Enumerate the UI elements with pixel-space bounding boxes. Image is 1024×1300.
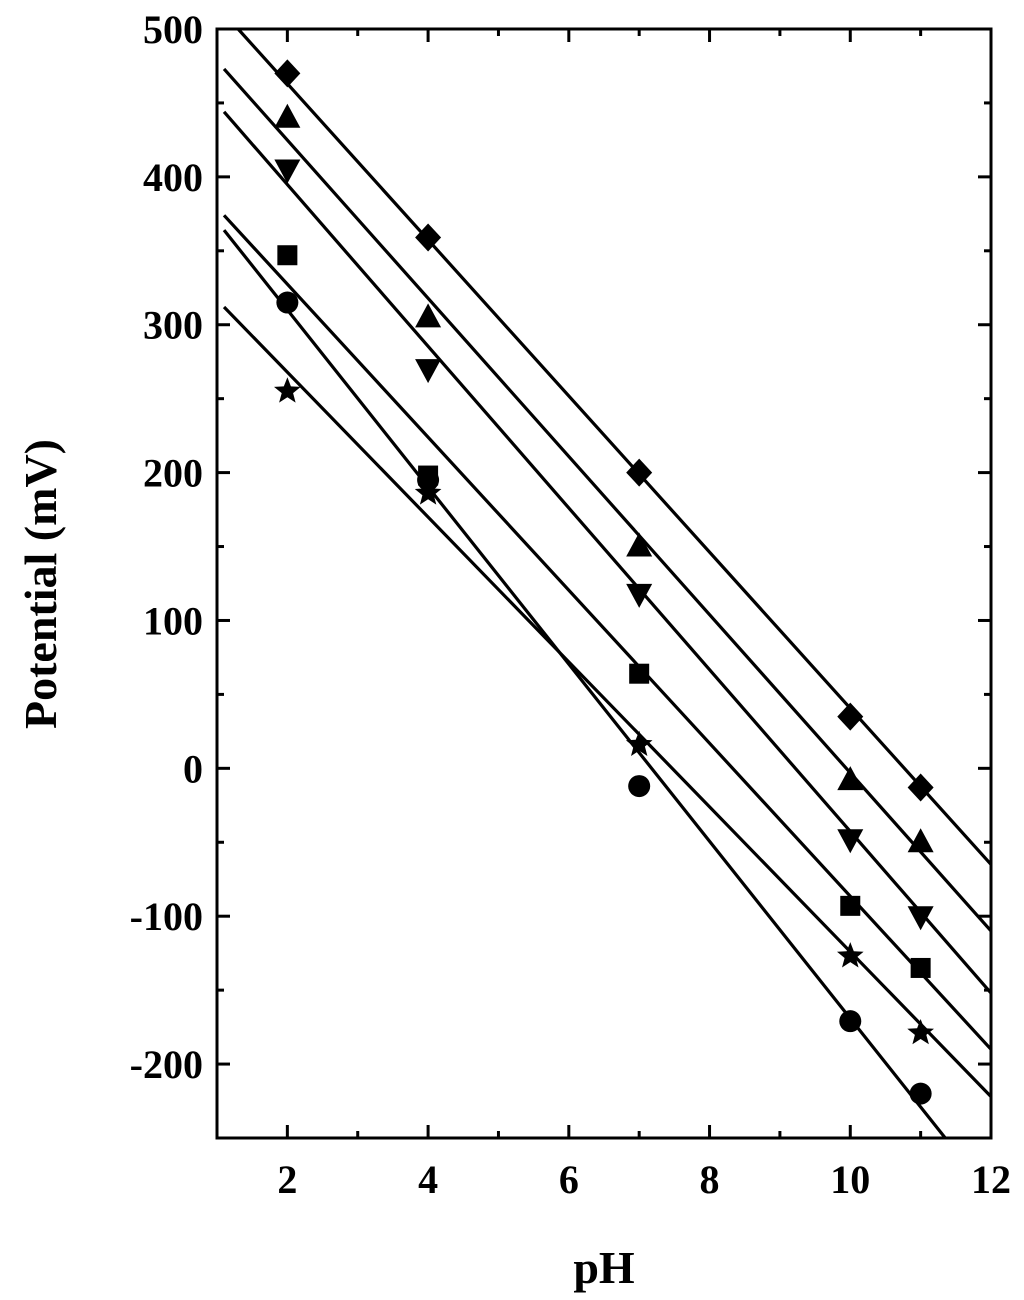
data-point-star xyxy=(414,479,442,505)
fit-line-star xyxy=(222,305,993,1098)
data-point-diamond xyxy=(626,458,653,487)
y-tick-label: 100 xyxy=(143,598,203,643)
data-point-triangle-up xyxy=(626,532,653,557)
axis-ticks xyxy=(215,27,993,1140)
fit-line-diamond xyxy=(236,27,993,866)
y-tick-labels: -200 -100 0 100 200 300 400 500 xyxy=(130,7,203,1087)
data-point-triangle-up xyxy=(274,103,301,128)
data-point-diamond xyxy=(415,223,442,252)
data-point-square xyxy=(910,957,931,978)
y-tick-label: 300 xyxy=(143,303,203,348)
data-point-circle xyxy=(909,1082,932,1105)
data-point-triangle-up xyxy=(415,303,442,328)
fit-line-triangle-down xyxy=(222,110,993,995)
data-point-star xyxy=(907,1019,934,1045)
data-point-star xyxy=(625,730,653,756)
plot-frame xyxy=(215,27,993,1140)
data-point-triangle-down xyxy=(907,906,934,931)
x-tick-label: 8 xyxy=(700,1157,720,1202)
x-tick-label: 2 xyxy=(277,1157,297,1202)
x-tick-label: 12 xyxy=(971,1157,1011,1202)
y-axis-title: Potential (mV) xyxy=(15,439,66,729)
data-point-diamond xyxy=(274,59,301,88)
fit-line-triangle-up xyxy=(222,67,993,933)
data-point-diamond xyxy=(837,702,864,731)
data-point-triangle-down xyxy=(415,359,442,384)
y-tick-label: 500 xyxy=(143,7,203,52)
x-axis-title: pH xyxy=(573,1242,635,1293)
data-point-triangle-down xyxy=(274,159,301,184)
data-point-diamond xyxy=(907,773,934,802)
x-tick-label: 6 xyxy=(559,1157,579,1202)
data-point-square xyxy=(629,663,650,684)
fit-line-circle xyxy=(222,229,947,1139)
data-point-circle xyxy=(839,1010,862,1033)
data-point-square xyxy=(840,895,861,916)
fit-lines xyxy=(222,27,993,1139)
y-tick-label: -100 xyxy=(130,894,203,939)
x-tick-label: 10 xyxy=(830,1157,870,1202)
data-point-triangle-down xyxy=(626,583,653,608)
data-point-square xyxy=(277,245,298,266)
x-tick-labels: 2 4 6 8 10 12 xyxy=(277,1157,1011,1202)
data-point-circle xyxy=(276,291,299,314)
data-point-star xyxy=(837,942,864,968)
fit-line-square xyxy=(222,214,993,1051)
y-tick-label: 200 xyxy=(143,451,203,496)
data-markers xyxy=(274,59,934,1105)
data-point-star xyxy=(274,377,301,403)
y-tick-label: -200 xyxy=(130,1042,203,1087)
data-point-circle xyxy=(628,775,651,798)
y-tick-label: 0 xyxy=(183,746,203,791)
y-tick-label: 400 xyxy=(143,155,203,200)
data-point-triangle-up xyxy=(837,766,864,791)
data-point-triangle-down xyxy=(837,829,864,854)
x-tick-label: 4 xyxy=(418,1157,438,1202)
data-point-triangle-up xyxy=(907,828,934,853)
